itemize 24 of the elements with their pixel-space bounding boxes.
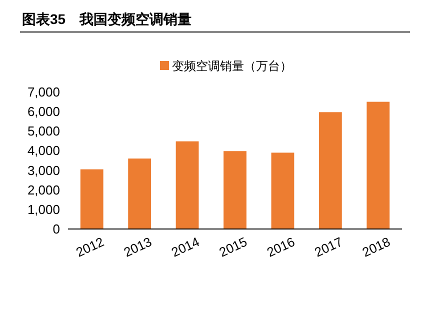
y-tick-label: 7,000	[27, 84, 60, 100]
bar	[366, 102, 390, 229]
x-tick-label: 2015	[216, 234, 250, 260]
y-tick-label: 1,000	[27, 202, 60, 217]
x-tick-label: 2014	[169, 234, 202, 260]
bar	[271, 152, 294, 229]
y-tick-label: 2,000	[27, 182, 60, 198]
y-tick-label: 0	[52, 222, 60, 236]
y-tick-label: 5,000	[27, 124, 60, 139]
x-tick-label: 2013	[121, 234, 154, 260]
bar	[318, 112, 342, 229]
x-tick-label: 2018	[360, 234, 393, 260]
x-tick-label: 2012	[74, 234, 106, 260]
y-tick-label: 4,000	[27, 143, 60, 158]
bar	[176, 141, 199, 229]
x-tick-label: 2017	[312, 234, 345, 260]
bar	[224, 151, 246, 229]
y-tick-label: 3,000	[27, 162, 60, 178]
bar	[80, 169, 104, 229]
x-tick-label: 2016	[264, 234, 298, 260]
y-tick-label: 6,000	[27, 104, 60, 120]
chart-title: 图表35 我国变频空调销量	[22, 11, 192, 27]
legend-label: 变频空调销量（万台）	[172, 59, 292, 73]
bar	[128, 158, 152, 229]
